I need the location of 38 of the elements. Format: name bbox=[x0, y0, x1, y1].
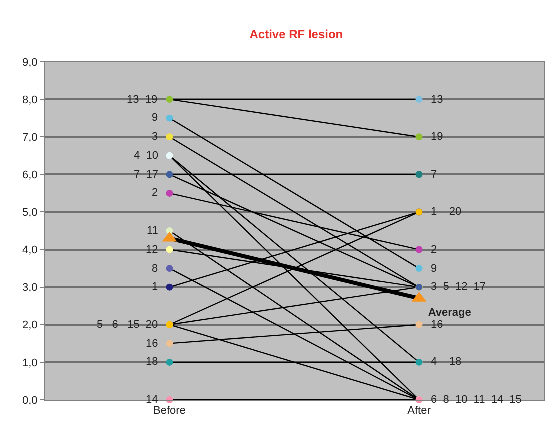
annotation: 7 17 bbox=[134, 169, 158, 181]
annotation: 1 bbox=[152, 281, 158, 293]
annotation: 2 bbox=[431, 244, 438, 256]
annotation: 4 10 bbox=[134, 150, 158, 162]
y-tick-label: 3,0 bbox=[22, 282, 38, 294]
y-tick-label: 7,0 bbox=[22, 132, 38, 144]
y-tick-label: 0,0 bbox=[22, 394, 38, 407]
x-tick-label: After bbox=[408, 405, 432, 418]
annotation: 5 6 15 20 bbox=[97, 319, 158, 331]
annotation: 16 bbox=[146, 338, 158, 350]
annotation: 3 5 12 17 bbox=[431, 281, 486, 293]
annotation: 3 bbox=[152, 131, 158, 143]
annotation: 1 20 bbox=[431, 206, 462, 218]
y-tick-label: 9,0 bbox=[22, 56, 38, 69]
annotation: 16 bbox=[431, 319, 444, 331]
chart-title: Active RF lesion bbox=[250, 27, 344, 42]
annotation: 11 bbox=[147, 225, 158, 237]
y-tick-label: 6,0 bbox=[22, 170, 38, 182]
annotation: 4 18 bbox=[431, 356, 462, 368]
series-label: Average bbox=[428, 306, 472, 319]
annotation: 8 bbox=[152, 263, 158, 275]
y-tick-label: 1,0 bbox=[22, 357, 38, 370]
annotation: 18 bbox=[146, 356, 158, 368]
annotation: 9 bbox=[152, 112, 158, 124]
annotation: 13 bbox=[431, 94, 444, 106]
x-tick-label: Before bbox=[154, 405, 186, 418]
annotation: 2 bbox=[152, 187, 158, 199]
annotation: 14 bbox=[146, 394, 158, 406]
annotation: 7 bbox=[431, 169, 438, 181]
y-tick-label: 8,0 bbox=[22, 94, 38, 106]
annotation: 9 bbox=[431, 263, 438, 275]
y-tick-label: 2,0 bbox=[22, 320, 38, 332]
y-tick-label: 4,0 bbox=[22, 244, 38, 257]
annotation: 13 19 bbox=[127, 94, 158, 106]
annotation: 12 bbox=[146, 244, 158, 256]
annotation: 19 bbox=[431, 131, 444, 143]
annotation: 6 8 10 11 14 15 bbox=[431, 394, 522, 406]
y-tick-label: 5,0 bbox=[22, 207, 38, 220]
